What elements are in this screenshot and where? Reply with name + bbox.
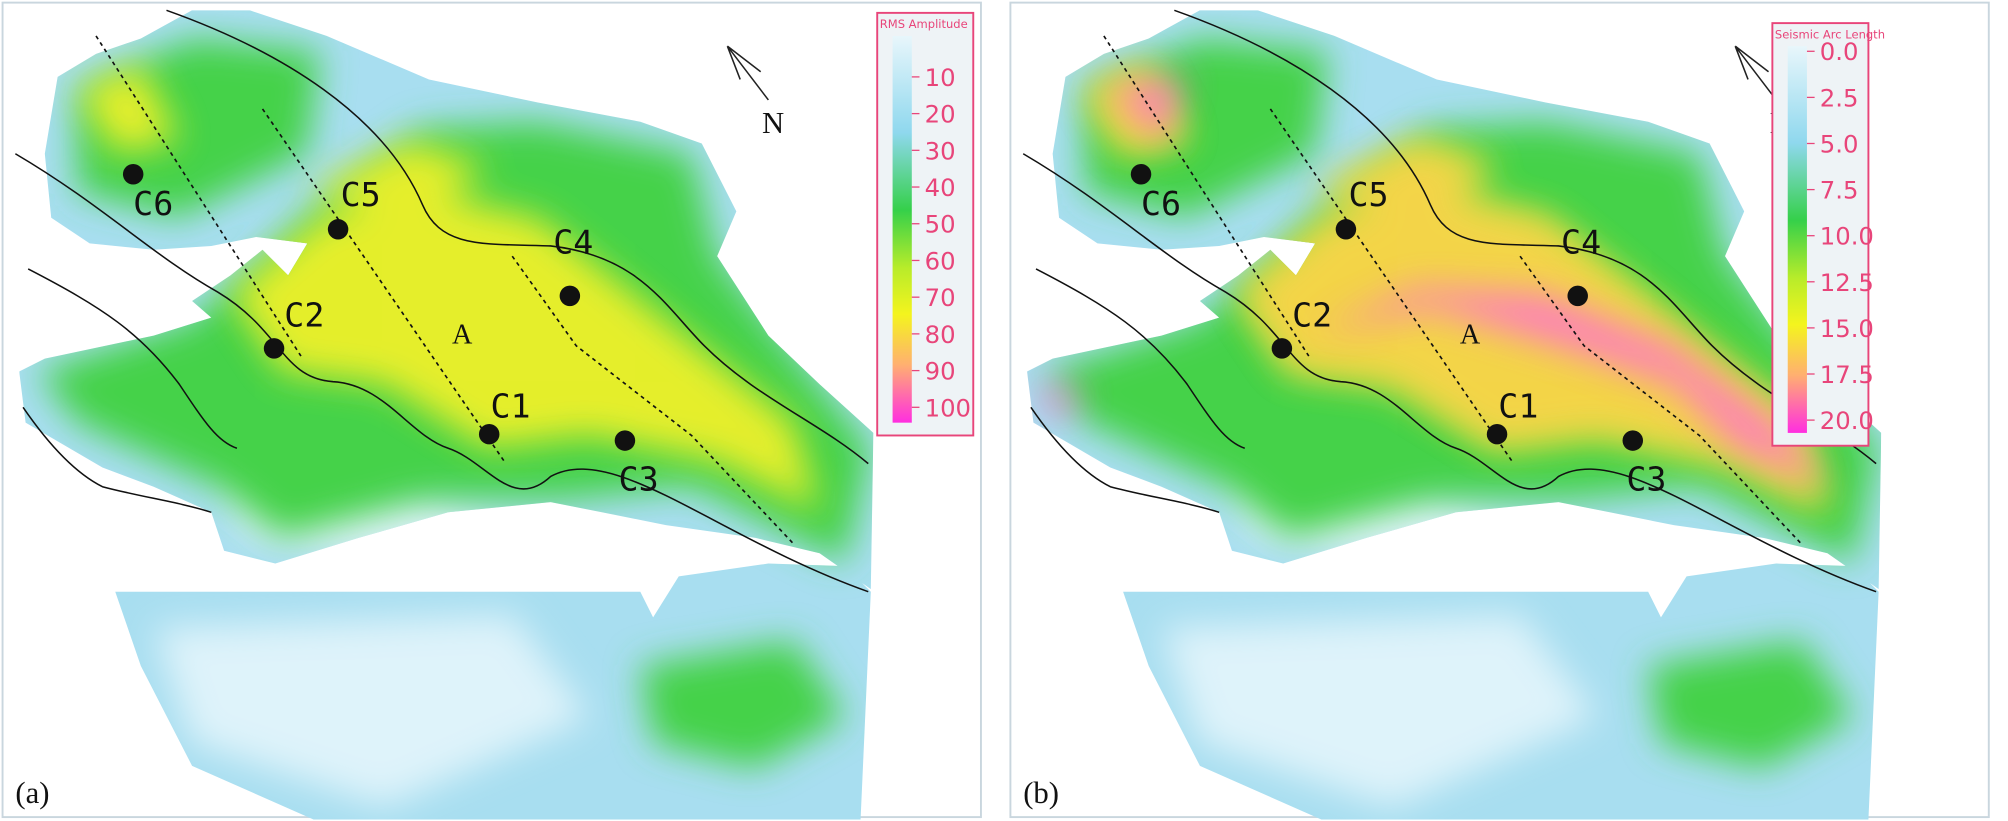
attribute-map (19, 10, 874, 820)
colorbar-tick-label: 17.5 (1820, 360, 1874, 389)
colorbar-tick-label: 5.0 (1820, 129, 1859, 158)
fault-line (166, 9, 869, 465)
colorbar-title: RMS Amplitude (880, 17, 968, 31)
fault-dashed (95, 35, 302, 357)
colorbar-tick-label: 20.0 (1820, 406, 1874, 435)
colorbar-title: Seismic Arc Length (1775, 27, 1885, 41)
well (1567, 285, 1588, 307)
fault-line (14, 153, 869, 593)
well (1486, 423, 1508, 445)
colorbar-tick-label: 70 (925, 283, 956, 312)
well-label: C4 (1561, 223, 1601, 262)
fault-line (1174, 9, 1877, 465)
fault-dashed (261, 108, 507, 465)
well (614, 430, 636, 451)
colorbar-tick-label: 12.5 (1820, 268, 1874, 297)
fault-line (1022, 153, 1877, 593)
area-label: A (452, 319, 473, 350)
colorbar-tick-label: 20 (925, 100, 956, 129)
well-label: C5 (1348, 175, 1388, 214)
area-label: A (1460, 319, 1481, 350)
well (478, 423, 500, 445)
fault-dashed (1103, 35, 1310, 357)
colorbar-tick-label: 2.5 (1820, 83, 1859, 112)
pink-zone (1033, 76, 1828, 487)
colorbar-tick-label: 7.5 (1820, 176, 1859, 205)
well (327, 219, 349, 240)
colorbar-tick-label: 100 (925, 393, 971, 422)
colorbar-tick-label: 30 (925, 136, 956, 165)
well-label: C5 (341, 175, 381, 214)
colorbar-tick-label: 60 (925, 246, 956, 275)
fault-dashed (511, 255, 795, 545)
panel-label: (b) (1023, 776, 1059, 810)
colorbar-tick-label: 15.0 (1820, 314, 1874, 343)
well-label: C2 (1292, 296, 1332, 335)
well (1622, 430, 1644, 451)
well-label: C2 (284, 296, 324, 335)
colorbar-gradient (1787, 46, 1807, 433)
colorbar-tick-label: 10 (925, 63, 956, 92)
colorbar-tick-label: 90 (925, 357, 956, 386)
north-arrow (1734, 45, 1777, 101)
well (1271, 338, 1293, 359)
north-label: N (762, 106, 784, 140)
fault-dashed (1519, 255, 1803, 545)
map-panel: C6 C5 C2 C4 C1 C3 A N (a) RMS Amplitude 10 20 30 40 50… (1, 1, 982, 820)
colorbar-tick-label: 0.0 (1820, 37, 1859, 66)
fault-line (27, 268, 238, 450)
well (559, 285, 581, 307)
well (1130, 163, 1152, 185)
north-arrow (726, 45, 769, 101)
colorbar-tick-label: 50 (925, 210, 956, 239)
colorbar-tick-label: 40 (925, 173, 956, 202)
well-label: C4 (553, 223, 593, 262)
fault-line (22, 406, 212, 514)
well-label: C6 (133, 184, 173, 223)
well-label: C3 (1626, 460, 1666, 499)
well (263, 338, 285, 359)
fault-line (1030, 406, 1220, 514)
well-label: C3 (619, 460, 659, 499)
fault-line (1035, 268, 1245, 450)
yellow-zone (76, 64, 820, 513)
well-label: C1 (490, 387, 530, 426)
colorbar-gradient (892, 35, 912, 423)
colorbar: RMS Amplitude 10 20 30 40 50 60 70 80 90 100 (876, 11, 975, 437)
fault-dashed (1269, 108, 1515, 465)
orange-zone (1084, 64, 1828, 513)
panel-label: (a) (15, 776, 49, 810)
well-label: C6 (1141, 184, 1181, 223)
colorbar-tick-label: 10.0 (1820, 222, 1874, 251)
well (1335, 219, 1357, 240)
well-label: C1 (1498, 387, 1538, 426)
colorbar-tick-label: 80 (925, 320, 956, 349)
well (122, 163, 144, 185)
